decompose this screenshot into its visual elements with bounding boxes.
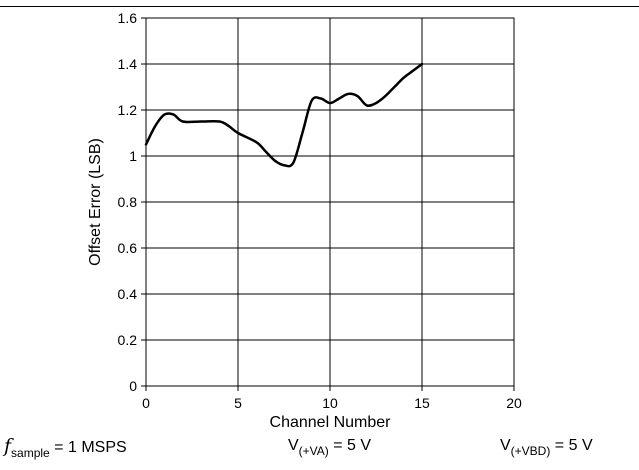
vbd-supply-condition: V(+VBD) = 5 V <box>500 436 593 458</box>
axis-ticks <box>141 17 515 391</box>
va-symbol: V <box>288 437 299 454</box>
va-supply-condition: V(+VA) = 5 V <box>288 436 372 458</box>
f-symbol: f <box>4 435 12 457</box>
x-tick-label: 5 <box>234 395 242 411</box>
x-axis-title: Channel Number <box>270 414 392 431</box>
y-tick-label: 1 <box>129 148 137 164</box>
x-tick-label: 15 <box>414 395 430 411</box>
y-tick-label: 1.2 <box>118 102 138 118</box>
top-border-line <box>0 6 639 7</box>
y-tick-label: 0.4 <box>118 286 138 302</box>
y-axis-tick-labels: 0 0.2 0.4 0.6 0.8 1 1.2 1.4 1.6 <box>118 10 138 394</box>
y-tick-label: 0 <box>129 378 137 394</box>
y-tick-label: 1.6 <box>118 10 138 26</box>
y-axis-title: Offset Error (LSB) <box>87 138 104 266</box>
vbd-subscript: (+VBD) <box>510 444 551 458</box>
x-tick-label: 10 <box>322 395 338 411</box>
x-tick-label: 0 <box>142 395 150 411</box>
sample-frequency-condition: fsample = 1 MSPS <box>4 435 127 460</box>
f-value: = 1 MSPS <box>49 439 127 456</box>
x-axis-tick-labels: 0 5 10 15 20 <box>142 395 522 411</box>
y-tick-label: 0.2 <box>118 332 138 348</box>
y-tick-label: 1.4 <box>118 56 138 72</box>
vbd-value: = 5 V <box>550 437 593 454</box>
series-line-offset-error <box>144 62 424 168</box>
va-subscript: (+VA) <box>298 444 329 458</box>
grid-lines <box>146 18 514 386</box>
f-subscript: sample <box>11 446 50 460</box>
vbd-symbol: V <box>500 437 511 454</box>
y-tick-label: 0.8 <box>118 194 138 210</box>
y-tick-label: 0.6 <box>118 240 138 256</box>
x-tick-label: 20 <box>506 395 522 411</box>
va-value: = 5 V <box>328 437 372 454</box>
